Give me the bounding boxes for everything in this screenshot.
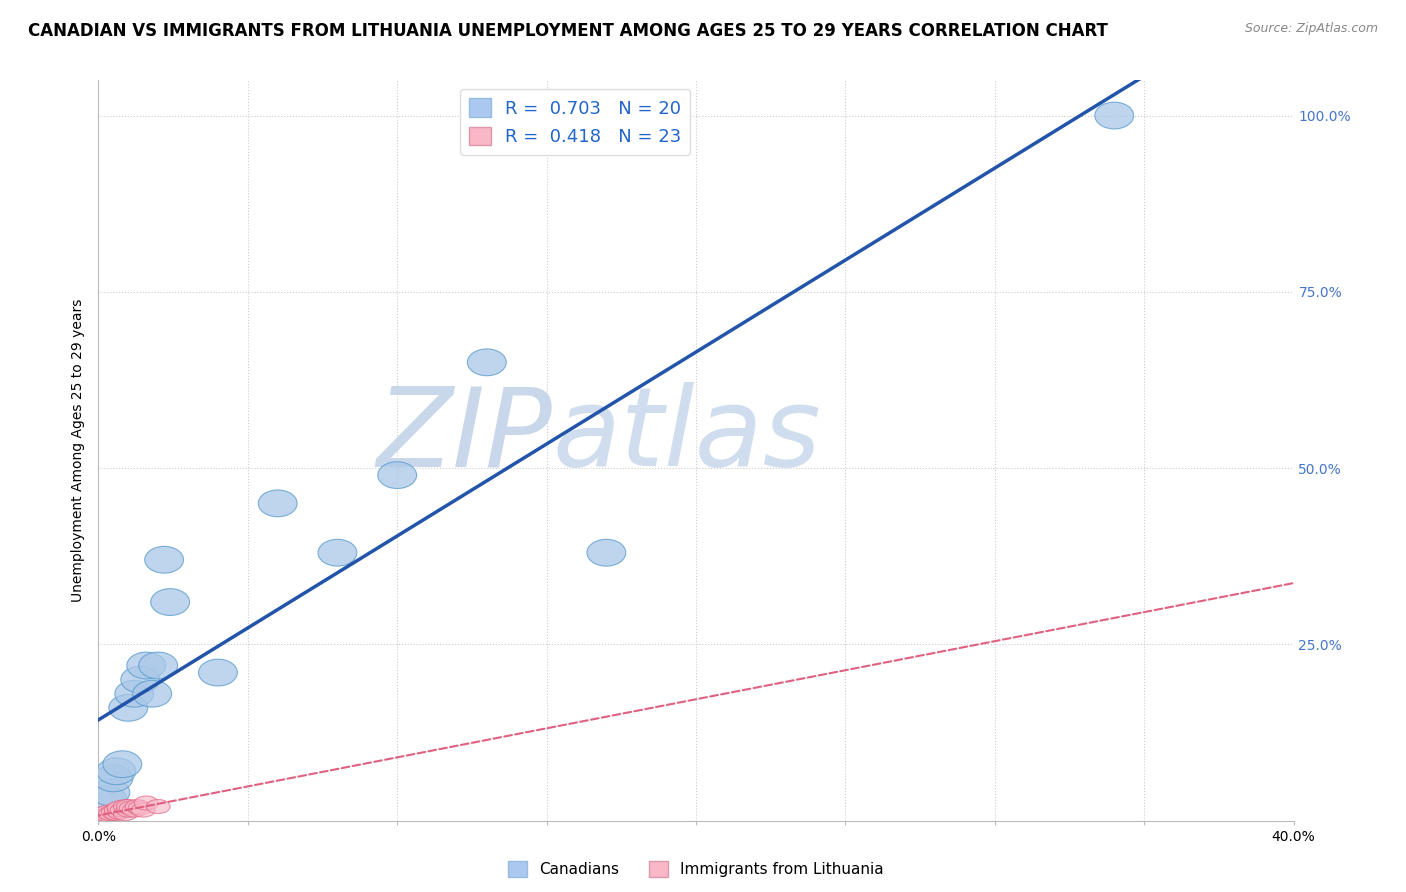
Ellipse shape [120,801,143,815]
Ellipse shape [117,803,141,817]
Text: CANADIAN VS IMMIGRANTS FROM LITHUANIA UNEMPLOYMENT AMONG AGES 25 TO 29 YEARS COR: CANADIAN VS IMMIGRANTS FROM LITHUANIA UN… [28,22,1108,40]
Ellipse shape [98,806,122,821]
Ellipse shape [91,779,129,805]
Text: Source: ZipAtlas.com: Source: ZipAtlas.com [1244,22,1378,36]
Ellipse shape [97,758,136,785]
Ellipse shape [146,799,170,814]
Legend: Canadians, Immigrants from Lithuania: Canadians, Immigrants from Lithuania [502,855,890,883]
Ellipse shape [259,490,297,516]
Ellipse shape [125,799,149,814]
Ellipse shape [94,765,132,792]
Ellipse shape [1095,103,1133,129]
Ellipse shape [96,805,120,819]
Ellipse shape [90,810,114,824]
Ellipse shape [121,666,160,693]
Ellipse shape [586,540,626,566]
Ellipse shape [101,805,125,819]
Ellipse shape [132,681,172,707]
Text: ZIP: ZIP [377,382,553,489]
Ellipse shape [107,805,131,819]
Ellipse shape [135,796,159,810]
Ellipse shape [93,806,117,821]
Ellipse shape [89,786,127,813]
Text: atlas: atlas [553,382,821,489]
Y-axis label: Unemployment Among Ages 25 to 29 years: Unemployment Among Ages 25 to 29 years [72,299,86,602]
Ellipse shape [93,810,117,824]
Ellipse shape [114,806,138,821]
Ellipse shape [145,547,184,574]
Ellipse shape [104,803,128,817]
Ellipse shape [117,799,141,814]
Ellipse shape [131,803,155,817]
Ellipse shape [108,695,148,722]
Ellipse shape [96,808,120,822]
Ellipse shape [139,652,177,679]
Ellipse shape [104,806,128,821]
Ellipse shape [378,462,416,489]
Ellipse shape [467,349,506,376]
Ellipse shape [128,801,152,815]
Ellipse shape [198,659,238,686]
Ellipse shape [107,801,131,815]
Ellipse shape [114,799,138,814]
Ellipse shape [150,589,190,615]
Ellipse shape [111,803,135,817]
Ellipse shape [103,751,142,778]
Ellipse shape [318,540,357,566]
Ellipse shape [115,681,153,707]
Ellipse shape [122,803,146,817]
Ellipse shape [127,652,166,679]
